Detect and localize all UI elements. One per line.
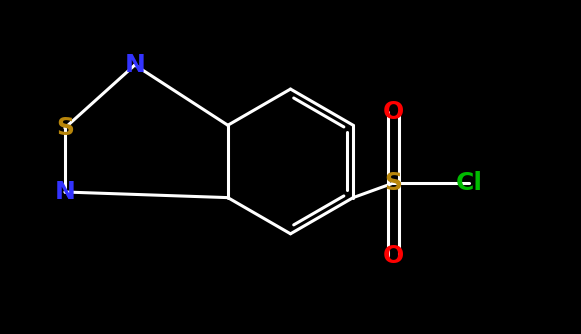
Text: Cl: Cl [456,171,483,195]
Text: N: N [124,53,145,77]
Text: N: N [55,180,76,204]
Text: S: S [385,171,403,195]
Text: O: O [383,244,404,268]
Text: O: O [383,100,404,124]
Text: S: S [56,116,74,140]
